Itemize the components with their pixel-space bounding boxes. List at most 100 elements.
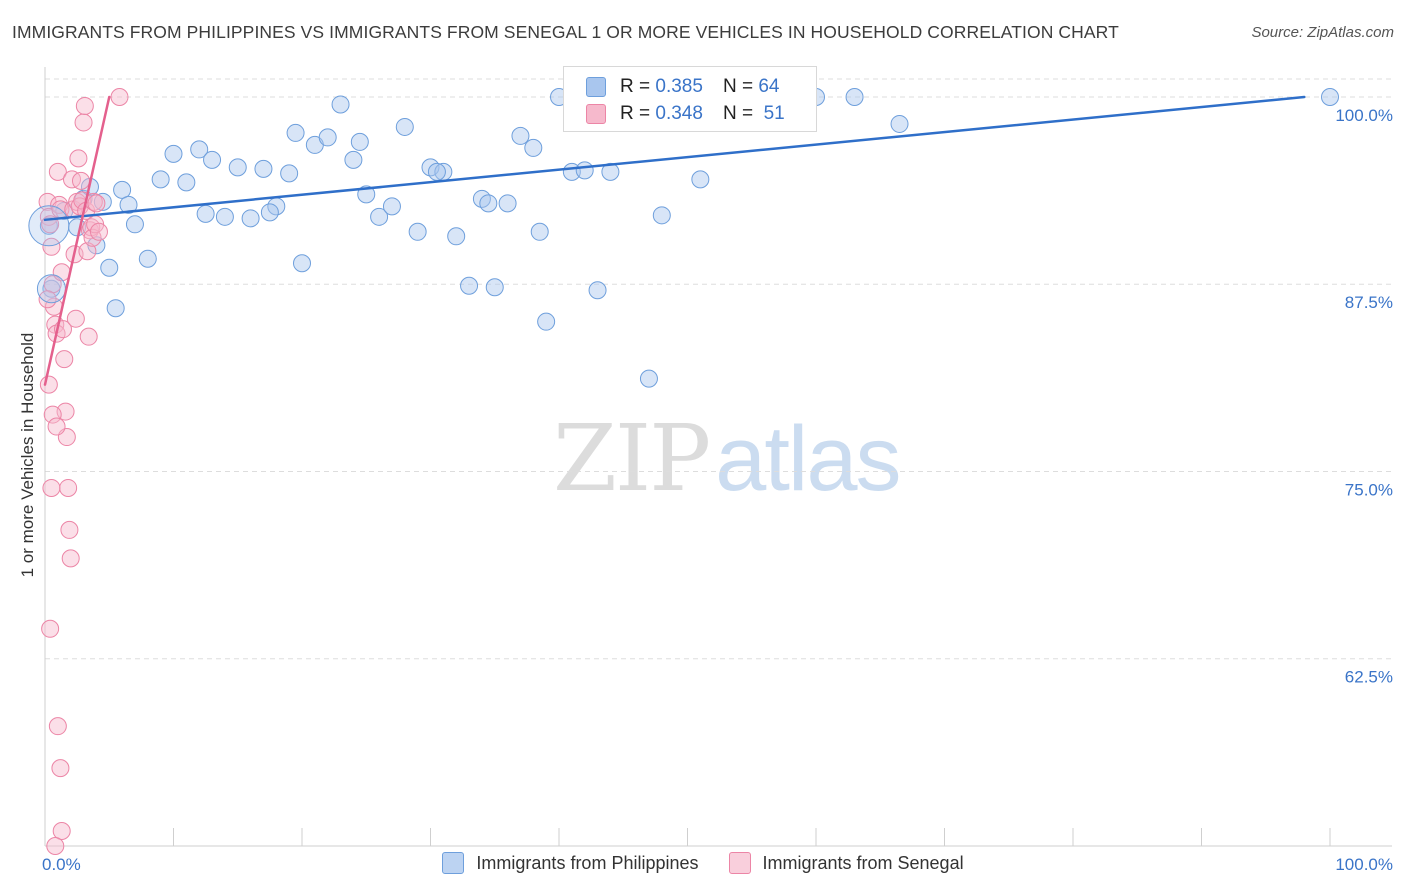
data-point-blue (530, 222, 549, 241)
data-point-blue (472, 189, 491, 208)
data-point-blue (254, 159, 273, 178)
data-point-pink (60, 520, 79, 539)
legend-label: Immigrants from Senegal (762, 852, 964, 873)
data-point-blue (280, 164, 299, 183)
data-point-blue (125, 215, 144, 234)
watermark-zip: ZIP (553, 405, 711, 512)
y-tick-label: 100.0% (1335, 106, 1393, 125)
data-point-blue (427, 162, 446, 181)
n-value: 64 (758, 76, 780, 97)
data-point-pink (74, 113, 93, 132)
chart-title: IMMIGRANTS FROM PHILIPPINES VS IMMIGRANT… (12, 22, 1119, 42)
data-point-blue (318, 128, 337, 147)
watermark: ZIPatlas (553, 405, 902, 512)
data-point-pink (39, 375, 58, 394)
axis-layer (44, 67, 1392, 847)
data-point-blue (344, 150, 363, 169)
data-point-pink (89, 222, 108, 241)
data-point-blue (106, 299, 125, 318)
data-point-blue (370, 207, 389, 226)
data-point-blue (479, 194, 498, 213)
data-point-blue (28, 205, 70, 247)
data-point-pink (66, 309, 85, 328)
data-point-blue (382, 197, 401, 216)
data-point-pink (80, 221, 99, 240)
legend-swatch-blue (442, 852, 465, 874)
data-point-blue (138, 249, 157, 268)
legend-item-senegal[interactable]: Immigrants from Senegal (728, 852, 964, 874)
data-point-blue (485, 278, 504, 297)
data-point-pink (41, 619, 60, 638)
data-point-blue (196, 204, 215, 223)
grid-layer (45, 78, 1392, 660)
data-point-blue (575, 161, 594, 180)
legend-item-philippines[interactable]: Immigrants from Philippines (442, 852, 699, 874)
data-point-blue (331, 95, 350, 114)
data-point-pink (59, 478, 78, 497)
data-point-blue (408, 222, 427, 241)
series-legend: Immigrants from Philippines Immigrants f… (0, 852, 1406, 874)
data-point-pink (110, 87, 129, 106)
trend-layer (43, 95, 1306, 386)
data-point-blue (36, 274, 66, 304)
data-point-blue (177, 173, 196, 192)
r-value: 0.348 (655, 103, 703, 124)
watermark-atlas: atlas (715, 408, 901, 510)
x-tick-label: 100.0% (1335, 855, 1393, 874)
legend-row-philippines: R = 0.385 N = 64 (586, 75, 779, 99)
r-value: 0.385 (655, 76, 703, 97)
data-point-blue (293, 254, 311, 273)
data-point-pink (71, 171, 90, 190)
data-point-blue (395, 117, 414, 136)
data-point-blue (350, 132, 369, 151)
n-value: 51 (763, 103, 785, 124)
data-point-blue (691, 170, 710, 189)
legend-label: Immigrants from Philippines (476, 852, 699, 873)
data-point-pink (48, 162, 67, 181)
points-layer (28, 87, 1339, 855)
data-point-pink (78, 242, 97, 261)
data-point-blue (241, 209, 260, 228)
data-point-blue (601, 162, 620, 181)
data-point-blue (524, 138, 543, 157)
data-point-blue (228, 158, 247, 177)
data-point-blue (260, 203, 279, 222)
data-point-pink (75, 96, 94, 115)
data-point-blue (1321, 87, 1339, 106)
data-point-blue (652, 206, 671, 225)
tick-label-layer: 62.5% 75.0% 87.5% 100.0% 0.0% 100.0% (42, 106, 1393, 874)
data-point-blue (100, 258, 119, 277)
legend-swatch-pink (728, 852, 751, 874)
trend-line-blue (43, 95, 1306, 222)
data-point-blue (845, 87, 864, 106)
data-point-pink (47, 417, 66, 436)
data-point-blue (164, 144, 183, 163)
y-tick-label: 75.0% (1345, 480, 1393, 499)
data-point-pink (48, 717, 67, 736)
data-point-pink (61, 549, 80, 568)
data-point-pink (52, 822, 71, 841)
data-point-blue (447, 227, 466, 246)
data-point-pink (42, 237, 61, 256)
r-label: R = (620, 103, 651, 124)
data-point-blue (119, 195, 138, 214)
data-point-blue (460, 276, 479, 295)
legend-swatch-blue (586, 77, 606, 97)
trend-line-pink (43, 95, 111, 386)
data-point-blue (151, 170, 170, 189)
y-tick-label: 87.5% (1345, 293, 1393, 312)
data-point-blue (537, 312, 556, 331)
data-point-blue (588, 281, 607, 300)
data-point-blue (639, 369, 658, 388)
data-point-blue (286, 123, 305, 142)
data-point-pink (38, 290, 57, 309)
data-point-pink (69, 149, 88, 168)
x-tick-label: 0.0% (42, 855, 81, 874)
data-point-pink (87, 194, 106, 213)
data-point-pink (42, 478, 61, 497)
data-point-blue (511, 126, 530, 145)
n-label: N = (722, 103, 754, 124)
data-point-blue (498, 194, 517, 213)
source-credit: Source: ZipAtlas.com (1251, 24, 1394, 41)
